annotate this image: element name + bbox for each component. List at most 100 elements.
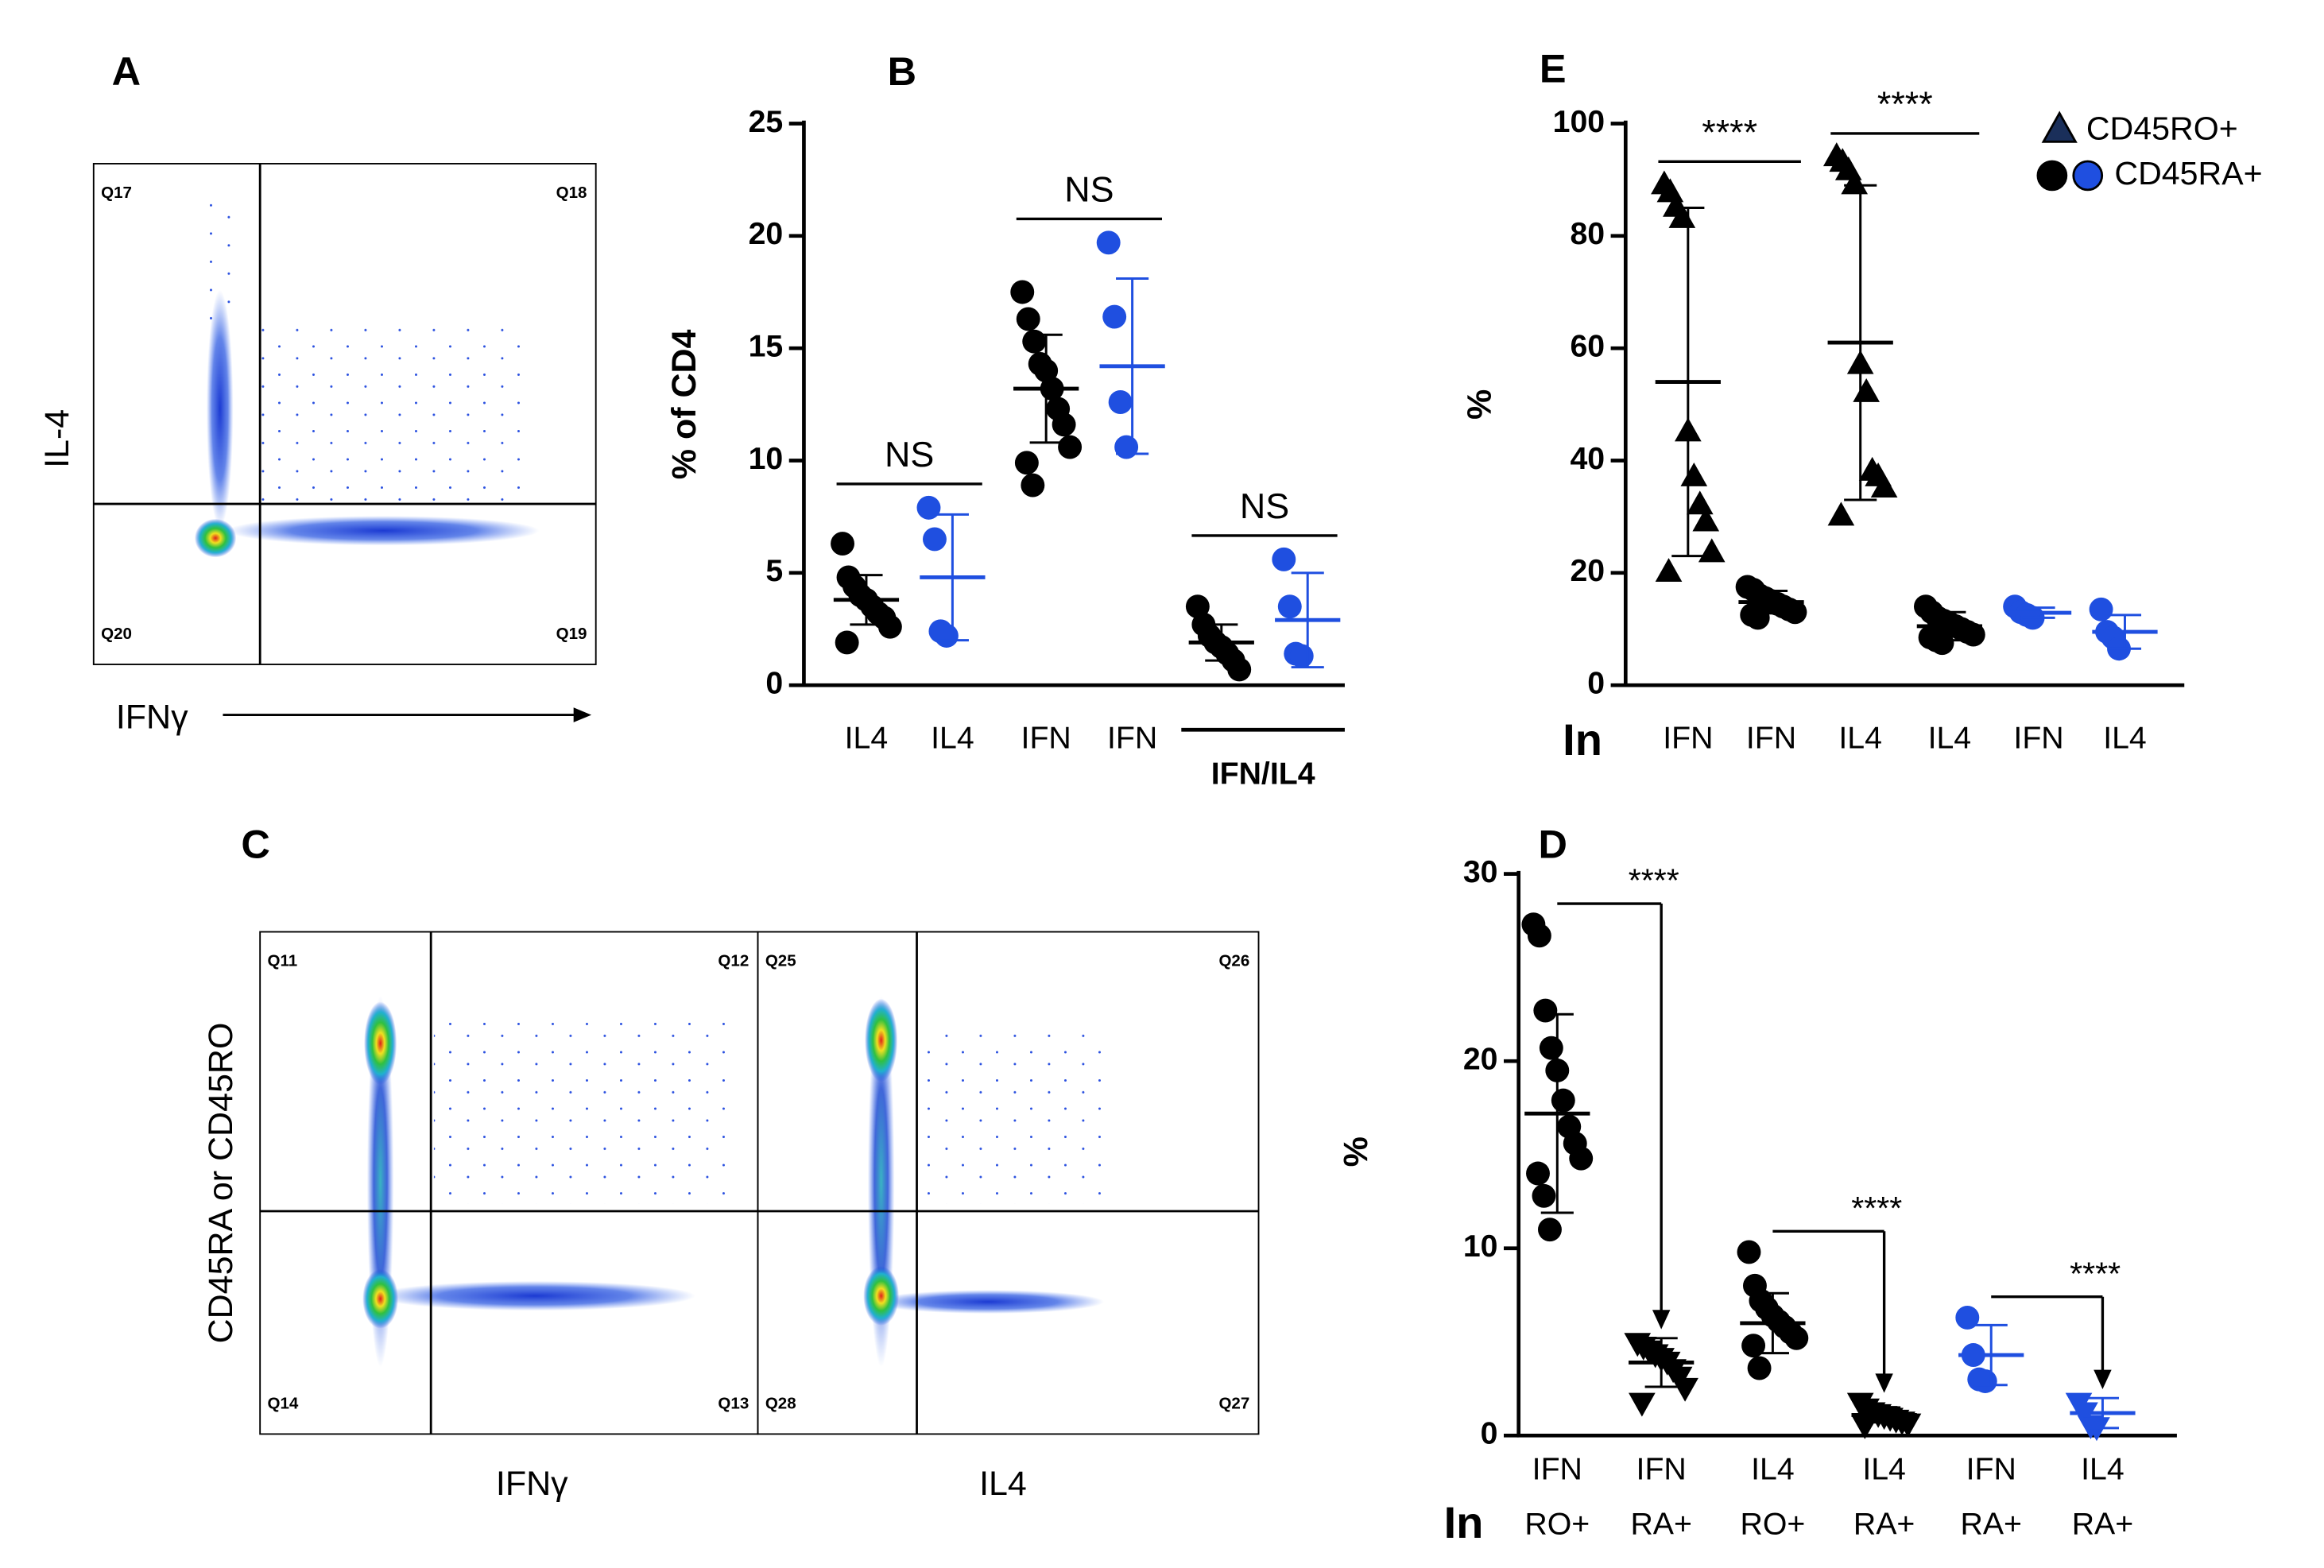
data-point	[1686, 490, 1714, 515]
event-cloud	[260, 327, 521, 503]
x-tick-label: IL4	[2103, 721, 2147, 756]
data-point	[1185, 594, 1210, 619]
y-axis-label: CD45RA or CD45RO	[202, 1023, 240, 1344]
data-point	[1870, 474, 1898, 498]
y-tick-label: 20	[1463, 1042, 1498, 1077]
data-point	[1853, 377, 1880, 402]
legend-marker	[2036, 160, 2068, 192]
data-point	[1783, 600, 1807, 625]
x-axis-label: IFNγ	[116, 699, 188, 737]
quadrant-label: Q19	[556, 625, 587, 643]
quadrant-label: Q28	[765, 1394, 796, 1412]
x-tick-label: IFN	[1107, 721, 1157, 756]
data-point	[1021, 473, 1045, 498]
data-point	[1737, 1240, 1761, 1264]
data-point	[877, 614, 902, 639]
y-tick-label: 10	[1463, 1229, 1498, 1264]
x-tick-label: IL4	[1862, 1452, 1906, 1487]
significance-label: ****	[2070, 1255, 2121, 1291]
y-axis-label: %	[1460, 389, 1498, 420]
group-label: IFN/IL4	[1211, 757, 1315, 792]
x-tick-label: IL4	[1838, 721, 1882, 756]
x-tick-sublabel: RA+	[1960, 1507, 2021, 1542]
x-tick-label: IFN	[1532, 1452, 1582, 1487]
data-point	[1532, 1183, 1556, 1208]
data-point	[1745, 606, 1770, 630]
quadrant-label: Q20	[101, 625, 132, 643]
data-point	[1538, 1218, 1562, 1242]
y-tick-label: 0	[765, 666, 783, 701]
quadrant-label: Q12	[718, 951, 749, 970]
y-tick-label: 40	[1570, 441, 1605, 476]
significance-label: NS	[1240, 486, 1289, 526]
y-tick-label: 80	[1570, 216, 1605, 251]
event-cloud	[865, 998, 898, 1082]
y-tick-label: 5	[765, 553, 783, 588]
significance-label: ****	[1851, 1190, 1902, 1226]
event-cloud	[194, 518, 237, 558]
quadrant-label: Q13	[718, 1394, 749, 1412]
significance-label: ****	[1629, 862, 1679, 899]
data-point	[1526, 1161, 1550, 1186]
x-axis-label: IFNγ	[496, 1465, 568, 1503]
significance-arrow-head	[1875, 1373, 1893, 1393]
panel-title: E	[1540, 45, 1567, 91]
significance-arrow-head	[2094, 1369, 2112, 1389]
quadrant-label: Q11	[268, 951, 298, 970]
x-tick-sublabel: RA+	[1630, 1507, 1691, 1542]
x-tick-label: IFN	[1746, 721, 1796, 756]
significance-label: ****	[1702, 111, 1757, 152]
y-axis-label: % of CD4	[665, 329, 703, 479]
plot-frame	[757, 931, 1260, 1435]
data-point	[1827, 501, 1855, 526]
y-tick-label: 60	[1570, 329, 1605, 364]
data-point	[1108, 390, 1133, 414]
legend-marker	[2041, 110, 2078, 143]
data-point	[1955, 1305, 1980, 1330]
x-tick-label: IL4	[1928, 721, 1972, 756]
event-cloud	[364, 1001, 397, 1086]
quadrant-label: Q25	[765, 951, 796, 970]
data-point	[923, 527, 947, 552]
data-point	[1272, 547, 1296, 571]
data-point	[1692, 507, 1720, 532]
y-axis-label: IL-4	[38, 409, 76, 468]
data-point	[1629, 1392, 1656, 1417]
significance-label: ****	[1877, 83, 1933, 124]
panel-title: B	[888, 48, 916, 94]
y-axis-label: %	[1337, 1136, 1375, 1167]
data-point	[1784, 1326, 1809, 1350]
panel-title: C	[241, 821, 269, 866]
legend-marker	[2072, 160, 2104, 192]
panel-title: D	[1538, 821, 1567, 866]
data-point	[1096, 230, 1121, 255]
y-tick-label: 20	[1570, 553, 1605, 588]
data-point	[831, 532, 854, 556]
y-tick-label: 30	[1463, 854, 1498, 889]
data-point	[916, 495, 941, 520]
y-tick-label: 10	[749, 441, 784, 476]
data-point	[1010, 280, 1035, 304]
data-point	[1671, 1377, 1698, 1402]
legend-label: CD45RA+	[2114, 155, 2262, 192]
x-tick-label: IFN	[1021, 721, 1071, 756]
data-point	[1527, 923, 1551, 948]
x-tick-label: IL4	[2081, 1452, 2125, 1487]
event-cloud	[433, 1010, 731, 1204]
data-point	[1973, 1369, 1997, 1393]
data-point	[1227, 657, 1252, 682]
row-label: In	[1563, 714, 1602, 765]
data-point	[1058, 435, 1083, 459]
data-point	[1930, 631, 1954, 656]
data-point	[1539, 1036, 1563, 1060]
data-point	[2089, 597, 2113, 621]
quadrant-label: Q14	[268, 1394, 299, 1412]
x-tick-label: IFN	[2013, 721, 2063, 756]
quadrant-label: Q17	[101, 184, 132, 202]
event-cloud	[206, 289, 234, 528]
event-cloud	[227, 516, 540, 546]
data-point	[835, 630, 859, 655]
quadrant-label: Q26	[1218, 951, 1249, 970]
data-point	[1961, 622, 1985, 647]
